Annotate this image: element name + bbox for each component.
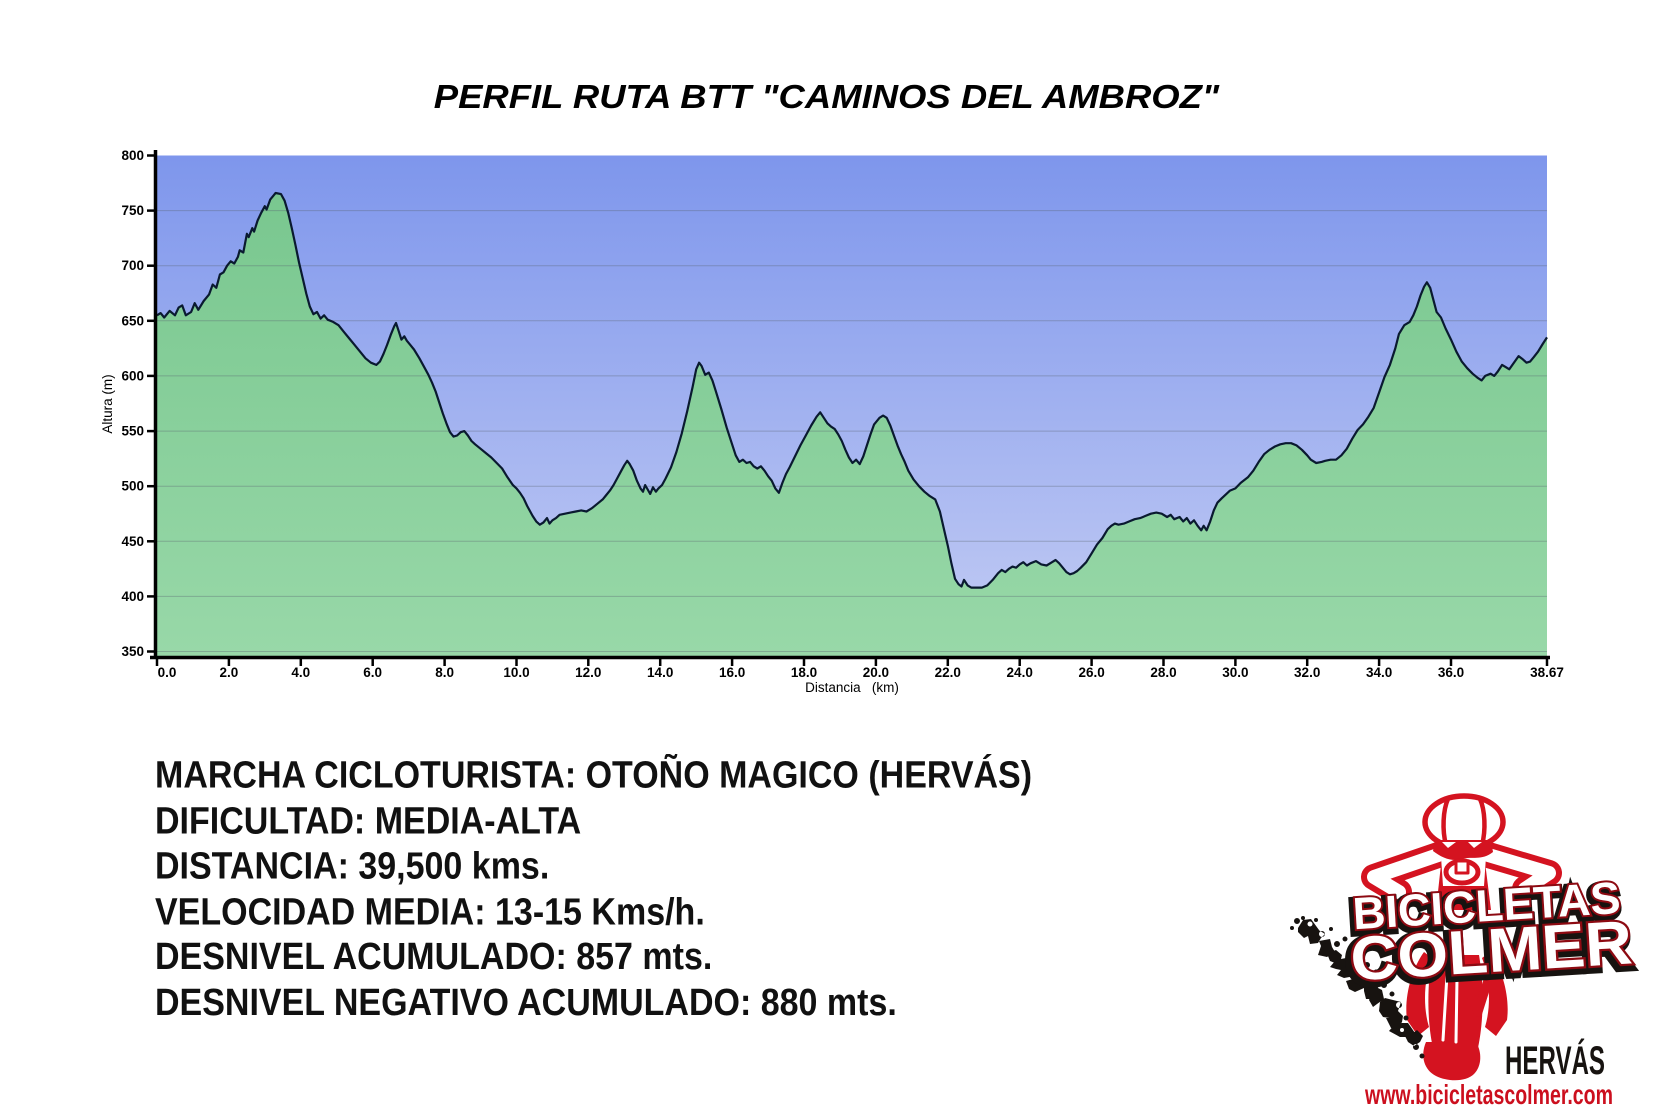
svg-text:18.0: 18.0	[791, 665, 817, 680]
svg-text:32.0: 32.0	[1294, 665, 1320, 680]
svg-text:350: 350	[121, 644, 144, 659]
svg-text:500: 500	[121, 479, 144, 494]
svg-text:12.0: 12.0	[575, 665, 601, 680]
svg-text:34.0: 34.0	[1366, 665, 1392, 680]
svg-text:8.0: 8.0	[435, 665, 454, 680]
svg-text:2.0: 2.0	[220, 665, 239, 680]
svg-text:30.0: 30.0	[1222, 665, 1248, 680]
svg-text:4.0: 4.0	[291, 665, 310, 680]
svg-text:14.0: 14.0	[647, 665, 673, 680]
svg-text:800: 800	[121, 148, 144, 163]
svg-text:16.0: 16.0	[719, 665, 745, 680]
svg-text:700: 700	[121, 258, 144, 273]
svg-text:COLMER: COLMER	[1348, 908, 1634, 994]
svg-text:36.0: 36.0	[1438, 665, 1464, 680]
svg-text:0.0: 0.0	[158, 665, 177, 680]
svg-text:10.0: 10.0	[503, 665, 529, 680]
svg-text:24.0: 24.0	[1007, 665, 1033, 680]
svg-text:400: 400	[121, 589, 144, 604]
svg-text:Altura (m): Altura (m)	[100, 374, 115, 433]
svg-text:20.0: 20.0	[863, 665, 889, 680]
svg-text:650: 650	[121, 313, 144, 328]
svg-text:600: 600	[121, 368, 144, 383]
svg-text:550: 550	[121, 424, 144, 439]
svg-text:450: 450	[121, 534, 144, 549]
svg-text:750: 750	[121, 203, 144, 218]
svg-text:6.0: 6.0	[363, 665, 382, 680]
svg-text:38.67: 38.67	[1530, 665, 1564, 680]
svg-text:22.0: 22.0	[935, 665, 961, 680]
svg-text:26.0: 26.0	[1078, 665, 1104, 680]
svg-text:Distancia (km): Distancia (km)	[805, 680, 899, 695]
svg-text:28.0: 28.0	[1150, 665, 1176, 680]
svg-text:HERVÁS: HERVÁS	[1505, 1038, 1605, 1083]
svg-text:www.bicicletascolmer.com: www.bicicletascolmer.com	[1364, 1079, 1613, 1109]
